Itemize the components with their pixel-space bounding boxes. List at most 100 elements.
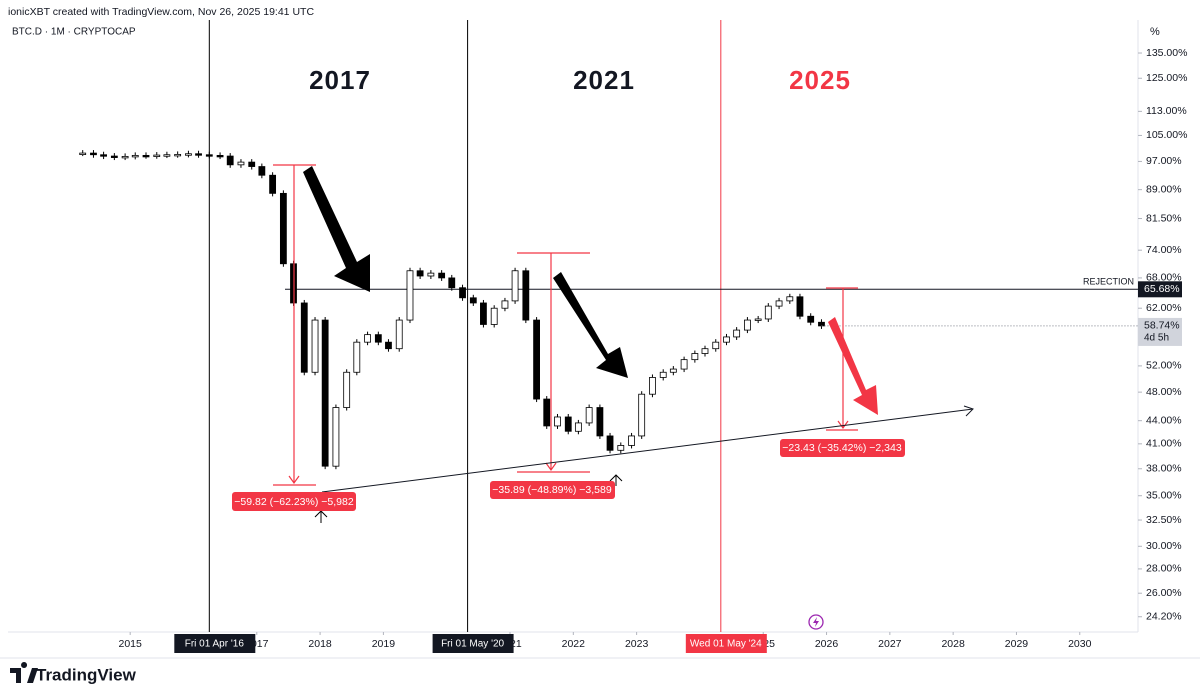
candle xyxy=(649,377,656,395)
candle xyxy=(807,315,815,323)
last-price-label: 58.74% xyxy=(1144,320,1180,332)
y-tick-label: 74.00% xyxy=(1146,244,1182,256)
candle xyxy=(490,307,498,325)
brand-logo xyxy=(10,662,38,683)
candle xyxy=(300,302,308,373)
x-tick-label: 2023 xyxy=(625,638,649,650)
event-icon[interactable] xyxy=(808,614,824,630)
candle xyxy=(163,154,171,157)
y-tick-label: 52.00% xyxy=(1146,360,1182,372)
candle xyxy=(279,192,287,265)
candle xyxy=(142,154,150,158)
candle xyxy=(628,435,635,446)
y-tick-label: 89.00% xyxy=(1146,183,1182,195)
candle xyxy=(691,353,699,361)
candle xyxy=(174,154,182,157)
date-box xyxy=(685,634,767,653)
date-label: Wed 01 May '24 xyxy=(690,639,762,650)
arrow xyxy=(828,317,878,415)
y-tick-label: 68.00% xyxy=(1146,272,1182,284)
candle xyxy=(153,154,161,157)
candle xyxy=(764,305,772,320)
y-tick-label: 44.00% xyxy=(1146,414,1182,426)
candle xyxy=(269,174,277,194)
candle xyxy=(775,300,783,307)
candle xyxy=(574,422,582,432)
candle xyxy=(659,371,667,378)
measure-label: −59.82 (−62.23%) −5,982 xyxy=(234,496,354,508)
plot: REJECTION xyxy=(79,20,1138,632)
countdown: 4d 5h xyxy=(1144,333,1169,344)
date-label: Fri 01 Apr '16 xyxy=(185,639,245,650)
byline: ionicXBT created with TradingView.com, N… xyxy=(8,6,314,18)
x-tick-label: 2022 xyxy=(562,638,586,650)
measure-box xyxy=(232,492,356,511)
candle xyxy=(321,319,329,467)
candle xyxy=(522,270,530,321)
x-tick-label: 2026 xyxy=(815,638,839,650)
x-tick-label: 2029 xyxy=(1005,638,1029,650)
rejection-box xyxy=(1138,281,1182,298)
date-label: Fri 01 May '20 xyxy=(441,639,504,650)
candle xyxy=(185,153,192,156)
candle xyxy=(226,155,234,166)
candle xyxy=(121,155,129,159)
candle xyxy=(332,407,340,467)
candle xyxy=(786,296,794,302)
x-tick-label: 2030 xyxy=(1068,638,1092,650)
candle xyxy=(606,435,614,451)
candle xyxy=(511,270,519,302)
date-box xyxy=(432,634,514,653)
candle xyxy=(818,321,825,327)
last-price-box xyxy=(1138,317,1182,346)
candle xyxy=(533,319,540,400)
candle xyxy=(469,297,477,304)
candle xyxy=(712,341,720,350)
cycle-label: 2025 xyxy=(789,65,851,95)
candle xyxy=(79,152,87,155)
candle xyxy=(669,368,677,373)
candle xyxy=(90,152,97,156)
y-tick-label: 30.00% xyxy=(1146,540,1182,552)
y-tick-label: 38.00% xyxy=(1146,463,1182,475)
x-tick-label: 2028 xyxy=(941,638,965,650)
brand: TradingView xyxy=(36,665,137,684)
candle xyxy=(723,336,730,343)
candle xyxy=(585,407,593,424)
candle xyxy=(364,334,371,343)
candle xyxy=(617,445,625,451)
y-tick-label: 135.00% xyxy=(1146,47,1187,59)
y-tick-label: 105.00% xyxy=(1146,129,1187,141)
y-tick-label: 35.00% xyxy=(1146,490,1182,502)
candle xyxy=(131,154,139,158)
candle xyxy=(543,398,551,427)
symbol: BTC.D · 1M · CRYPTOCAP xyxy=(12,27,136,38)
candle xyxy=(353,341,361,373)
candle xyxy=(258,166,266,176)
measure-box xyxy=(780,439,905,457)
candle xyxy=(596,407,604,437)
candle xyxy=(448,277,456,289)
candle xyxy=(744,319,751,331)
candle xyxy=(701,348,709,354)
x-tick-label: 2027 xyxy=(878,638,902,650)
candle xyxy=(638,393,646,437)
arrow xyxy=(553,272,628,378)
candle xyxy=(110,155,118,158)
candle xyxy=(248,161,256,167)
candle xyxy=(796,296,804,317)
candle xyxy=(237,161,245,166)
measure-box xyxy=(490,481,615,499)
x-tick-label: 2019 xyxy=(372,638,396,650)
candle xyxy=(100,154,107,157)
y-tick-label: 97.00% xyxy=(1146,155,1182,167)
candle xyxy=(205,154,213,157)
measure-label: −23.43 (−35.42%) −2,343 xyxy=(782,442,902,454)
rejection-label: REJECTION xyxy=(1083,277,1134,287)
candle xyxy=(416,270,424,277)
candle xyxy=(374,334,382,343)
candle xyxy=(554,416,561,427)
candle xyxy=(195,153,202,156)
y-tick-label: 48.00% xyxy=(1146,386,1182,398)
